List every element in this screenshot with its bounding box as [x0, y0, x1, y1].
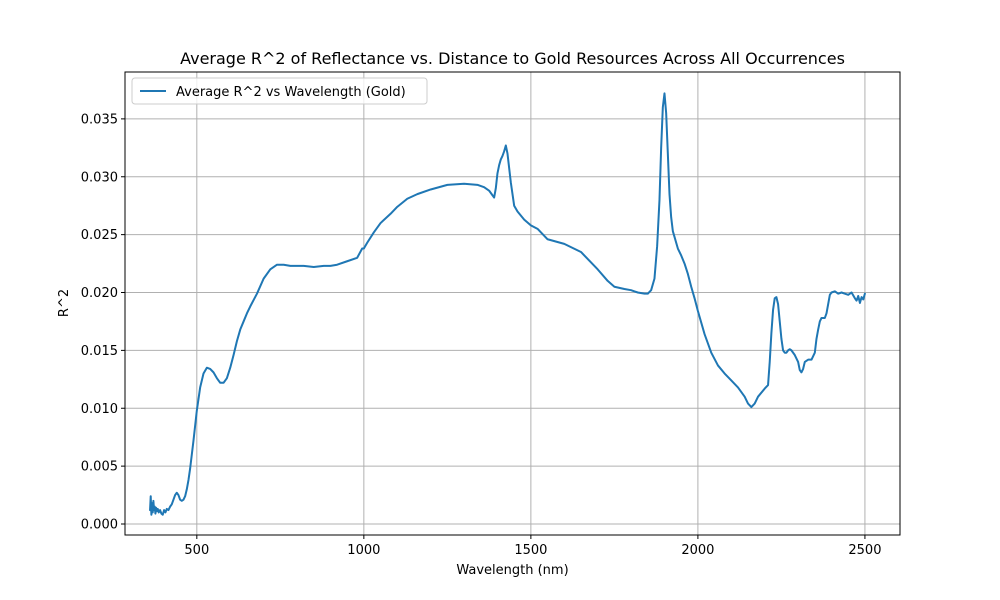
y-axis-title: R^2	[57, 289, 72, 317]
legend: Average R^2 vs Wavelength (Gold)	[131, 77, 428, 105]
y-tick-label: 0.015	[81, 344, 118, 359]
y-tick-label: 0.005	[81, 460, 118, 475]
plot-frame	[124, 71, 901, 536]
x-tick-label: 500	[184, 543, 209, 558]
y-tick-label: 0.025	[81, 228, 118, 243]
y-tick-label: 0.020	[81, 286, 118, 301]
y-tick-label: 0.035	[81, 112, 118, 127]
legend-label: Average R^2 vs Wavelength (Gold)	[176, 85, 406, 100]
legend-box	[131, 77, 428, 105]
axis-ticks: 500 1000 1500 2000 2500 0.000 0.005 0.010 0.015 0…	[81, 112, 882, 558]
plot-area	[149, 92, 866, 516]
y-tick-label: 0.000	[81, 518, 118, 533]
y-tick-label: 0.030	[81, 170, 118, 185]
chart-title: Average R^2 of Reflectance vs. Distance …	[180, 49, 845, 68]
series-line-0	[149, 92, 866, 516]
x-tick-label: 1000	[347, 543, 380, 558]
x-tick-label: 1500	[514, 543, 547, 558]
x-tick-label: 2500	[848, 543, 881, 558]
x-axis-title: Wavelength (nm)	[456, 563, 568, 578]
grid	[125, 72, 900, 535]
y-tick-label: 0.010	[81, 402, 118, 417]
x-tick-label: 2000	[681, 543, 714, 558]
